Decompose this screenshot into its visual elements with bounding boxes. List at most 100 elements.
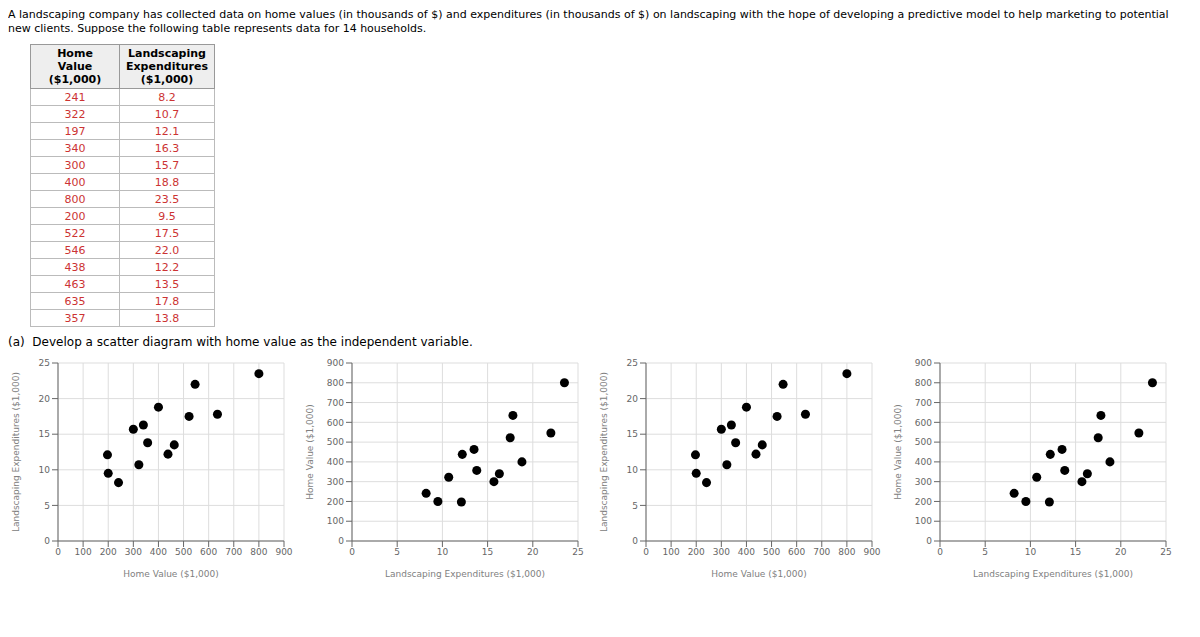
svg-text:0: 0	[643, 547, 649, 557]
svg-text:500: 500	[175, 547, 192, 557]
svg-text:800: 800	[915, 378, 932, 388]
svg-text:5: 5	[394, 547, 400, 557]
svg-text:5: 5	[982, 547, 988, 557]
svg-text:700: 700	[813, 547, 830, 557]
html-text:15.7: 15.7	[154, 158, 180, 172]
svg-text:15: 15	[482, 547, 493, 557]
svg-text:0: 0	[926, 536, 932, 546]
svg-text:700: 700	[915, 398, 932, 408]
svg-text:300: 300	[125, 547, 142, 557]
svg-text:200: 200	[100, 547, 117, 557]
svg-text:900: 900	[327, 358, 344, 368]
svg-text:Landscaping Expenditures ($1,0: Landscaping Expenditures ($1,000)	[599, 372, 609, 532]
svg-text:700: 700	[327, 398, 344, 408]
svg-text:600: 600	[915, 418, 932, 428]
html-text:A landscaping company has coll: A landscaping company has collected data…	[8, 8, 1169, 35]
svg-text:Landscaping Expenditures ($1,0: Landscaping Expenditures ($1,000)	[973, 569, 1133, 579]
html-text:9.5: 9.5	[158, 209, 176, 223]
svg-text:20: 20	[1115, 547, 1127, 557]
html-text:546: 546	[64, 243, 86, 257]
svg-text:900: 900	[275, 547, 292, 557]
svg-text:0: 0	[349, 547, 355, 557]
svg-text:10: 10	[39, 465, 51, 475]
svg-text:500: 500	[915, 437, 932, 447]
svg-text:20: 20	[39, 394, 51, 404]
svg-text:300: 300	[327, 477, 344, 487]
svg-text:400: 400	[327, 457, 344, 467]
html-text:16.3: 16.3	[154, 141, 180, 155]
html-text:635: 635	[64, 294, 86, 308]
svg-text:25: 25	[1160, 547, 1171, 557]
svg-text:500: 500	[327, 437, 344, 447]
html-text:800: 800	[64, 192, 86, 206]
html-text:322: 322	[64, 107, 86, 121]
html-text:463: 463	[64, 277, 86, 291]
html-text:357: 357	[64, 311, 86, 325]
svg-text:800: 800	[838, 547, 855, 557]
svg-text:0: 0	[338, 536, 344, 546]
svg-text:900: 900	[863, 547, 880, 557]
svg-text:10: 10	[437, 547, 449, 557]
svg-text:0: 0	[632, 536, 638, 546]
svg-text:5: 5	[632, 501, 638, 511]
svg-text:100: 100	[915, 516, 932, 526]
svg-text:0: 0	[937, 547, 943, 557]
svg-text:100: 100	[75, 547, 92, 557]
html-text:241: 241	[64, 90, 86, 104]
svg-text:0: 0	[55, 547, 61, 557]
svg-text:400: 400	[150, 547, 167, 557]
svg-text:Landscaping Expenditures ($1,0: Landscaping Expenditures ($1,000)	[11, 372, 21, 532]
svg-text:Home Value ($1,000): Home Value ($1,000)	[123, 569, 219, 579]
html-text:197: 197	[64, 124, 86, 138]
html-text:22.0: 22.0	[154, 243, 180, 257]
svg-text:Landscaping Expenditures ($1,0: Landscaping Expenditures ($1,000)	[385, 569, 545, 579]
html-text:17.8: 17.8	[154, 294, 180, 308]
svg-text:800: 800	[327, 378, 344, 388]
html-text:12.1: 12.1	[154, 124, 180, 138]
html-text:12.2: 12.2	[154, 260, 180, 274]
html-text:200: 200	[64, 209, 86, 223]
html-text:340: 340	[64, 141, 86, 155]
html-text:13.5: 13.5	[154, 277, 180, 291]
html-text:8.2: 8.2	[158, 90, 176, 104]
svg-text:Home Value ($1,000): Home Value ($1,000)	[893, 404, 903, 500]
svg-text:500: 500	[763, 547, 780, 557]
svg-text:200: 200	[688, 547, 705, 557]
svg-text:Home Value ($1,000): Home Value ($1,000)	[711, 569, 807, 579]
html-text:23.5: 23.5	[154, 192, 180, 206]
html-text:10.7: 10.7	[154, 107, 180, 121]
html-text:438: 438	[64, 260, 86, 274]
html-text:18.8: 18.8	[154, 175, 180, 189]
svg-text:25: 25	[572, 547, 583, 557]
svg-text:20: 20	[627, 394, 639, 404]
svg-text:15: 15	[1070, 547, 1081, 557]
svg-text:20: 20	[527, 547, 539, 557]
svg-text:5: 5	[44, 501, 50, 511]
svg-text:25: 25	[627, 358, 638, 368]
svg-text:Home Value ($1,000): Home Value ($1,000)	[305, 404, 315, 500]
svg-text:200: 200	[327, 497, 344, 507]
svg-text:0: 0	[44, 536, 50, 546]
svg-text:25: 25	[39, 358, 50, 368]
html-text:300: 300	[64, 158, 86, 172]
svg-text:600: 600	[327, 418, 344, 428]
html-text:17.5: 17.5	[154, 226, 180, 240]
svg-text:400: 400	[738, 547, 755, 557]
svg-text:15: 15	[39, 429, 50, 439]
svg-text:10: 10	[627, 465, 639, 475]
svg-text:100: 100	[327, 516, 344, 526]
svg-text:600: 600	[200, 547, 217, 557]
svg-text:15: 15	[627, 429, 638, 439]
svg-text:400: 400	[915, 457, 932, 467]
svg-text:300: 300	[915, 477, 932, 487]
svg-text:600: 600	[788, 547, 805, 557]
svg-text:300: 300	[713, 547, 730, 557]
svg-text:900: 900	[915, 358, 932, 368]
svg-text:10: 10	[1025, 547, 1037, 557]
svg-text:700: 700	[225, 547, 242, 557]
html-text:400: 400	[64, 175, 86, 189]
html-text:522: 522	[64, 226, 86, 240]
svg-text:800: 800	[250, 547, 267, 557]
svg-text:200: 200	[915, 497, 932, 507]
svg-text:100: 100	[663, 547, 680, 557]
